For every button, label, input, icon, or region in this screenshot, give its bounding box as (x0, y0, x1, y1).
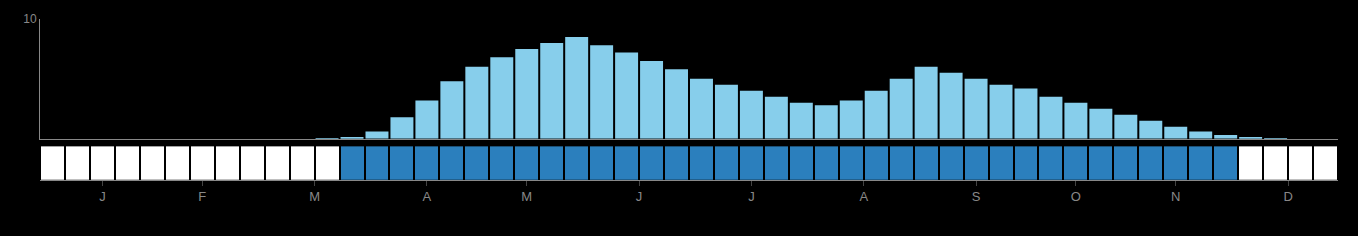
svg-text:J: J (99, 189, 106, 204)
svg-text:J: J (636, 189, 643, 204)
svg-text:F: F (198, 189, 206, 204)
svg-text:M: M (309, 189, 320, 204)
svg-text:A: A (423, 189, 432, 204)
svg-text:M: M (521, 189, 532, 204)
svg-text:J: J (748, 189, 755, 204)
svg-text:O: O (1071, 189, 1081, 204)
svg-text:D: D (1283, 189, 1292, 204)
svg-text:N: N (1171, 189, 1180, 204)
svg-text:10: 10 (23, 12, 37, 26)
svg-text:A: A (859, 189, 868, 204)
svg-text:S: S (972, 189, 981, 204)
